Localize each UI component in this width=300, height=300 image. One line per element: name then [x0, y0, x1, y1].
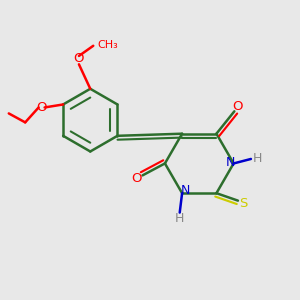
Text: H: H [253, 152, 262, 166]
Text: H: H [175, 212, 184, 225]
Text: N: N [180, 184, 190, 197]
Text: O: O [131, 172, 142, 185]
Text: S: S [239, 196, 248, 209]
Text: O: O [36, 100, 46, 114]
Text: O: O [232, 100, 243, 113]
Text: CH₃: CH₃ [97, 40, 118, 50]
Text: N: N [225, 156, 235, 169]
Text: O: O [73, 52, 83, 65]
